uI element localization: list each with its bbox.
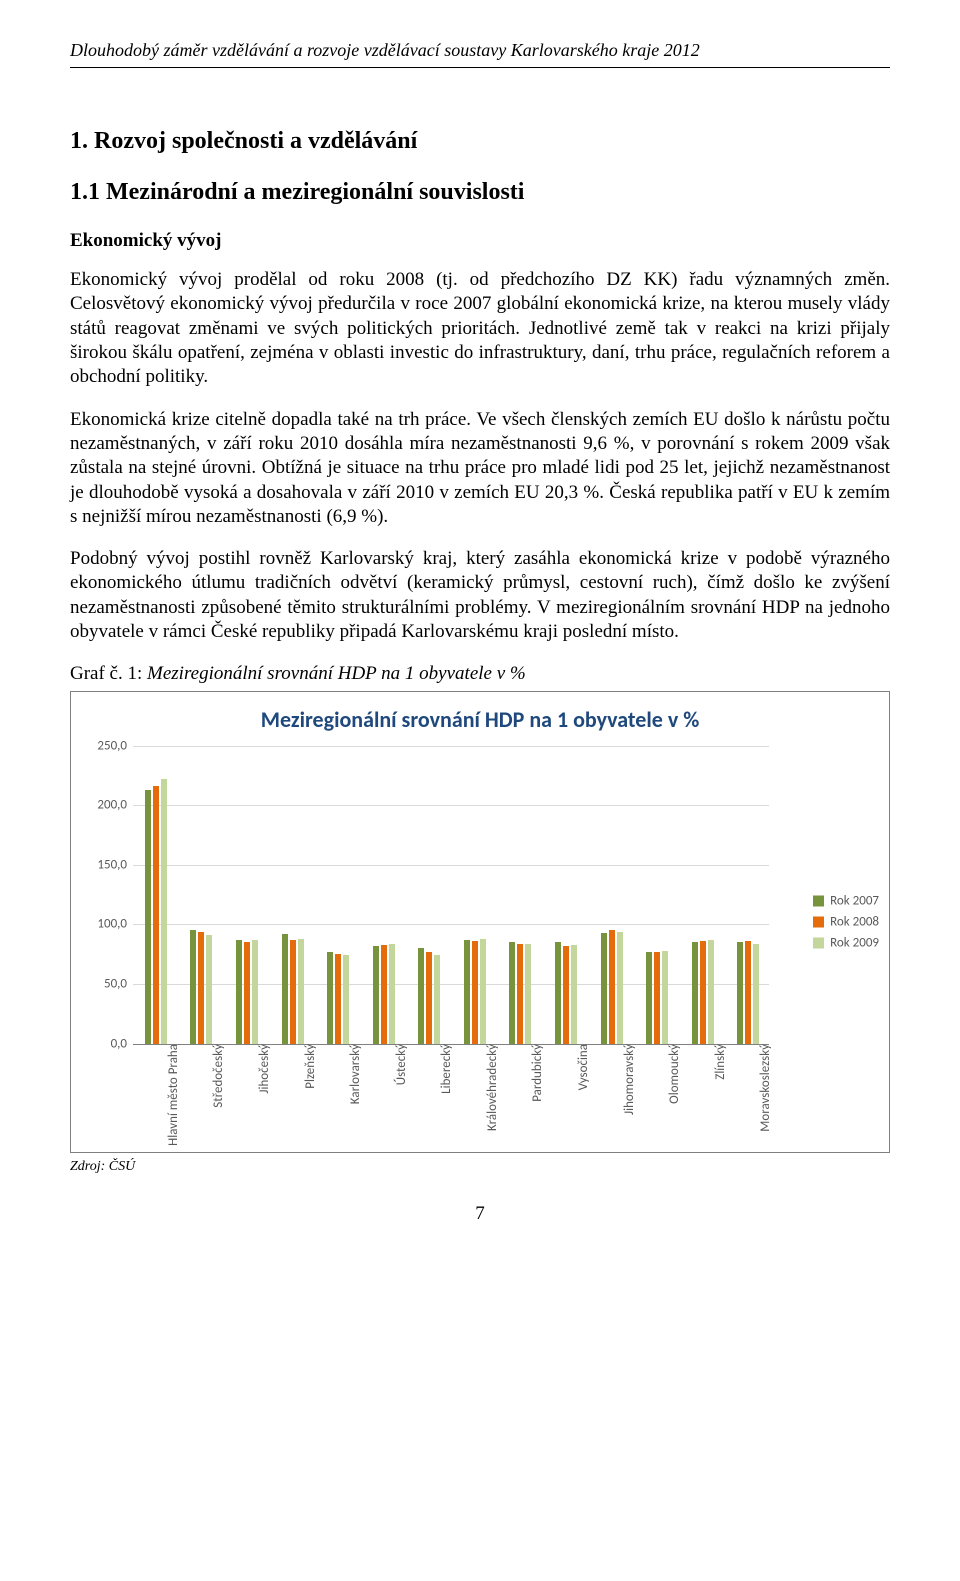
chart-bar — [343, 955, 349, 1043]
chart-xtick: Královéhradecký — [481, 1044, 500, 1131]
chart-bar — [737, 942, 743, 1043]
chart-bar — [236, 940, 242, 1044]
chart-bar — [571, 945, 577, 1044]
chart-xtick: Jihomoravský — [618, 1044, 637, 1115]
head-rule — [70, 67, 890, 68]
chart-bar — [555, 942, 561, 1043]
chart-plot-area: 0,050,0100,0150,0200,0250,0 Hlavní město… — [133, 746, 769, 1044]
chart-legend-item: Rok 2007 — [813, 893, 879, 908]
chart-bar — [609, 930, 615, 1043]
chart-bar — [472, 941, 478, 1044]
chart-xtick: Olomoucký — [663, 1044, 682, 1104]
chart-bar — [145, 790, 151, 1044]
chart-xtick: Ústecký — [390, 1044, 409, 1085]
chart-bar — [381, 945, 387, 1044]
chart-caption-prefix: Graf č. 1: — [70, 663, 147, 684]
legend-swatch — [813, 937, 824, 948]
document-page: Dlouhodobý záměr vzdělávání a rozvoje vz… — [0, 0, 960, 1255]
chart-bar — [509, 942, 515, 1043]
legend-label: Rok 2009 — [830, 935, 879, 950]
chart-caption-title: Meziregionální srovnání HDP na 1 obyvate… — [147, 663, 526, 684]
chart-bar — [290, 940, 296, 1044]
chart-bar — [298, 939, 304, 1044]
chart-bar — [198, 932, 204, 1044]
chart-bar — [700, 941, 706, 1044]
chart-bar — [252, 940, 258, 1044]
chart-xtick: Moravskoslezský — [754, 1044, 773, 1132]
chart-bar — [753, 944, 759, 1044]
chart-bar — [563, 946, 569, 1044]
chart-bar — [426, 952, 432, 1044]
chart-ytick: 0,0 — [77, 1036, 133, 1051]
chart-bar — [335, 954, 341, 1043]
chart-bar — [373, 946, 379, 1044]
chart-ytick: 200,0 — [77, 798, 133, 813]
chart-bar — [745, 941, 751, 1044]
chart-bar — [480, 939, 486, 1044]
chart-bar — [389, 944, 395, 1044]
chart-bar — [434, 955, 440, 1043]
chart-bar — [646, 952, 652, 1044]
chart-legend: Rok 2007 Rok 2008 Rok 2009 — [813, 887, 879, 956]
chart-bar — [327, 952, 333, 1044]
chart-ytick: 250,0 — [77, 738, 133, 753]
heading-subsection: 1.1 Mezinárodní a meziregionální souvisl… — [70, 179, 890, 206]
chart-bar — [692, 942, 698, 1043]
chart-ytick: 150,0 — [77, 857, 133, 872]
page-number: 7 — [70, 1203, 890, 1225]
chart-xtick: Karlovarský — [344, 1044, 363, 1104]
chart-bar — [517, 944, 523, 1044]
chart-xtick: Jihočeský — [253, 1044, 272, 1094]
chart-bar — [244, 942, 250, 1043]
paragraph-2: Ekonomická krize citelně dopadla také na… — [70, 408, 890, 530]
legend-swatch — [813, 895, 824, 906]
legend-swatch — [813, 916, 824, 927]
chart-source: Zdroj: ČSÚ — [70, 1159, 890, 1175]
chart-ytick: 50,0 — [77, 977, 133, 992]
paragraph-3: Podobný vývoj postihl rovněž Karlovarský… — [70, 547, 890, 644]
chart-xtick: Pardubický — [526, 1044, 545, 1102]
heading-runin: Ekonomický vývoj — [70, 230, 890, 252]
chart-bar — [654, 952, 660, 1044]
running-head: Dlouhodobý záměr vzdělávání a rozvoje vz… — [70, 40, 890, 61]
chart-bar — [161, 779, 167, 1044]
chart-xtick: Středočeský — [207, 1044, 226, 1108]
chart-bar — [617, 932, 623, 1044]
chart-bar — [282, 934, 288, 1044]
chart-xtick: Hlavní město Praha — [162, 1044, 181, 1146]
chart-xtick: Liberecký — [435, 1044, 454, 1094]
chart-xtick: Vysočina — [572, 1044, 591, 1090]
chart-bar — [601, 933, 607, 1044]
legend-label: Rok 2007 — [830, 893, 879, 908]
chart-legend-item: Rok 2009 — [813, 935, 879, 950]
chart-bar — [708, 940, 714, 1044]
chart-xtick: Plzeňský — [299, 1044, 318, 1089]
chart-bar — [525, 944, 531, 1044]
chart-legend-item: Rok 2008 — [813, 914, 879, 929]
legend-label: Rok 2008 — [830, 914, 879, 929]
chart-bar — [153, 786, 159, 1043]
chart-xtick: Zlínský — [709, 1044, 728, 1080]
chart-bar — [418, 948, 424, 1043]
chart-bar — [662, 951, 668, 1044]
chart-ytick: 100,0 — [77, 917, 133, 932]
paragraph-1: Ekonomický vývoj prodělal od roku 2008 (… — [70, 268, 890, 390]
chart-bar — [206, 935, 212, 1043]
chart-container: Meziregionální srovnání HDP na 1 obyvate… — [70, 691, 890, 1153]
heading-section: 1. Rozvoj společnosti a vzdělávání — [70, 128, 890, 155]
chart-caption: Graf č. 1: Meziregionální srovnání HDP n… — [70, 662, 890, 686]
chart-bar — [464, 940, 470, 1044]
chart-title: Meziregionální srovnání HDP na 1 obyvate… — [71, 706, 889, 733]
chart-bar — [190, 930, 196, 1043]
